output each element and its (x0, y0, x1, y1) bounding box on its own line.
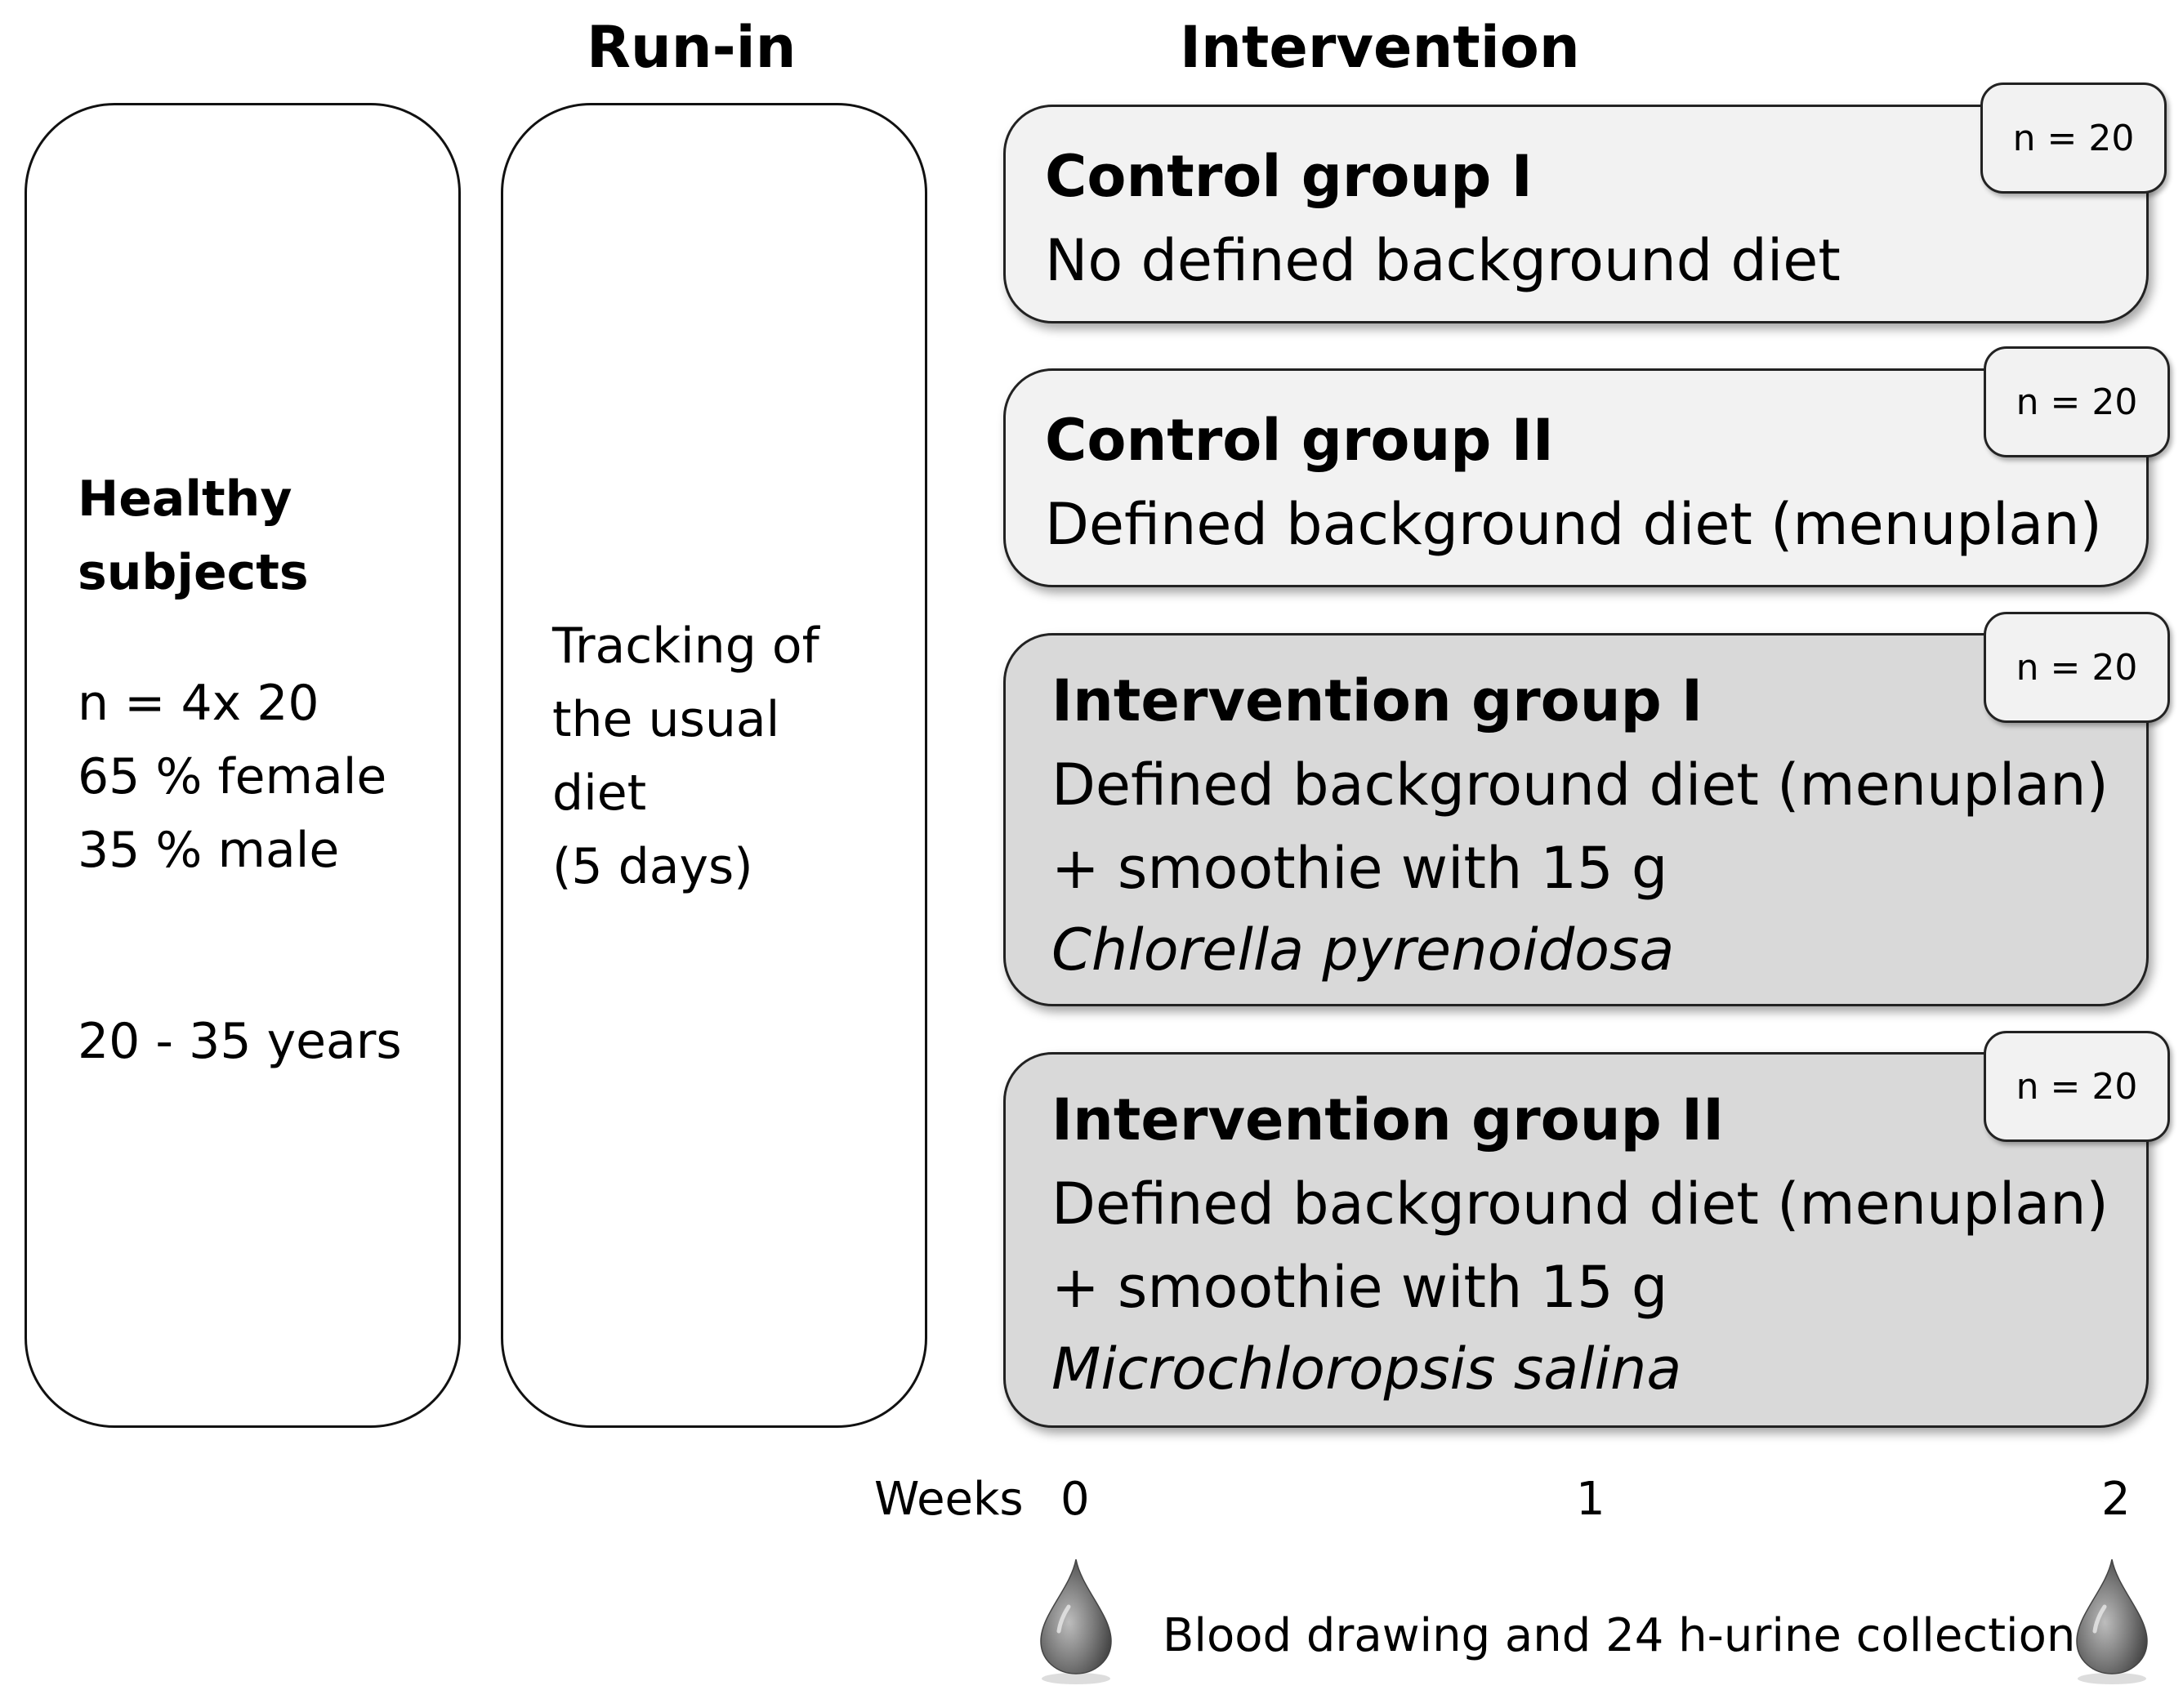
subjects-title-line2: subjects (78, 544, 309, 601)
blood-drop-icon (2076, 1559, 2148, 1684)
subjects-age: 20 - 35 years (78, 1013, 402, 1070)
intervention-group-2-line3: Microchloropsis salina (1051, 1336, 1682, 1403)
week-tick-2: 2 (2101, 1473, 2131, 1526)
intervention-group-1-n-badge: n = 20 (1984, 612, 2170, 723)
control-group-2-n-badge: n = 20 (1984, 346, 2170, 457)
blood-drop-icon (1040, 1559, 1112, 1684)
intervention-group-2-line1: Defined background diet (menuplan) (1051, 1171, 2109, 1238)
control-group-1-n-badge: n = 20 (1980, 83, 2167, 194)
sampling-note: Blood drawing and 24 h-urine collection (1163, 1609, 2076, 1662)
run-in-heading: Run-in (587, 14, 797, 81)
intervention-group-1-title: Intervention group I (1051, 667, 1703, 734)
control-group-1-line1: No defined background diet (1045, 227, 1841, 294)
week-tick-1: 1 (1576, 1473, 1605, 1526)
control-group-2-box: Control group II Defined background diet… (1003, 368, 2149, 587)
intervention-group-1-line3: Chlorella pyrenoidosa (1051, 916, 1675, 983)
run-in-line1: Tracking of (552, 618, 819, 675)
intervention-group-2-box: Intervention group II Defined background… (1003, 1052, 2149, 1428)
subjects-title-line1: Healthy (78, 470, 292, 528)
intervention-group-1-line1: Defined background diet (menuplan) (1051, 751, 2109, 818)
subjects-panel: Healthy subjects n = 4x 20 65 % female 3… (25, 103, 461, 1428)
run-in-line3: diet (552, 765, 647, 822)
subjects-male: 35 % male (78, 822, 340, 879)
control-group-2-line1: Defined background diet (menuplan) (1045, 491, 2102, 558)
intervention-group-2-line2: + smoothie with 15 g (1051, 1254, 1668, 1321)
intervention-group-2-n-badge: n = 20 (1984, 1031, 2170, 1142)
weeks-label: Weeks (874, 1473, 1024, 1526)
run-in-panel: Tracking of the usual diet (5 days) (501, 103, 927, 1428)
control-group-1-title: Control group I (1045, 143, 1533, 210)
run-in-line2: the usual (552, 691, 780, 748)
subjects-female: 65 % female (78, 748, 387, 805)
intervention-group-2-title: Intervention group II (1051, 1086, 1725, 1153)
intervention-group-1-box: Intervention group I Defined background … (1003, 633, 2149, 1006)
intervention-group-1-line2: + smoothie with 15 g (1051, 835, 1668, 902)
subjects-count: n = 4x 20 (78, 675, 319, 732)
control-group-2-title: Control group II (1045, 407, 1554, 474)
week-tick-0: 0 (1060, 1473, 1090, 1526)
intervention-heading: Intervention (1180, 14, 1580, 81)
run-in-line4: (5 days) (552, 838, 753, 895)
control-group-1-box: Control group I No defined background di… (1003, 105, 2149, 323)
